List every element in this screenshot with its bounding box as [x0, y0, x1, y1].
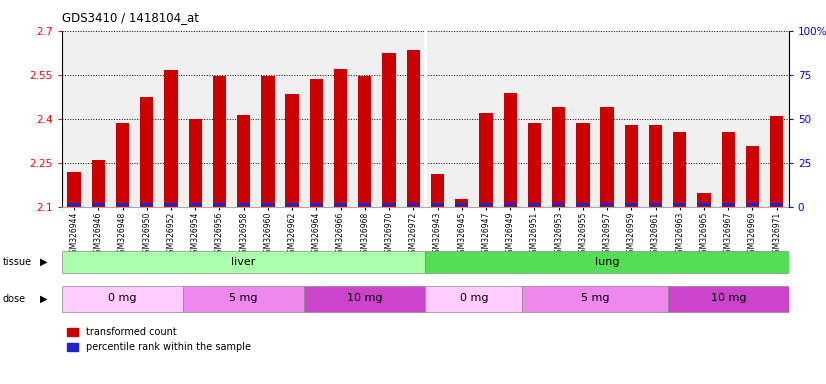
Bar [334, 203, 347, 206]
Bar [431, 203, 444, 206]
Bar [673, 132, 686, 207]
Text: 10 mg: 10 mg [710, 293, 746, 303]
Bar [722, 132, 735, 207]
Bar [624, 125, 638, 207]
Bar [68, 203, 81, 206]
Bar [746, 203, 759, 206]
Bar [552, 107, 565, 207]
Bar [237, 203, 250, 206]
Bar [601, 203, 614, 206]
Text: ▶: ▶ [40, 293, 47, 304]
Bar [431, 174, 444, 207]
Bar [286, 94, 299, 207]
Bar [213, 76, 226, 207]
Text: dose: dose [2, 293, 26, 304]
Bar [164, 203, 178, 206]
Bar [164, 71, 178, 207]
Bar [382, 53, 396, 207]
Bar [697, 193, 710, 207]
Legend: transformed count, percentile rank within the sample: transformed count, percentile rank withi… [67, 328, 251, 352]
Bar [455, 203, 468, 206]
Bar [304, 286, 425, 311]
Bar [770, 203, 783, 206]
Bar [746, 146, 759, 207]
Bar [406, 50, 420, 207]
Bar [310, 79, 323, 207]
Bar [425, 251, 789, 273]
Bar [649, 203, 662, 206]
Bar [310, 203, 323, 206]
Text: liver: liver [231, 257, 256, 266]
Bar [522, 286, 667, 311]
Bar [528, 124, 541, 207]
Text: 5 mg: 5 mg [581, 293, 610, 303]
Text: 5 mg: 5 mg [230, 293, 258, 303]
Bar [382, 203, 396, 206]
Bar [68, 172, 81, 207]
Bar [92, 203, 105, 206]
Bar [188, 203, 202, 206]
Bar [261, 203, 274, 206]
Bar [552, 203, 565, 206]
Bar [455, 199, 468, 207]
Bar [577, 203, 590, 206]
Text: 0 mg: 0 mg [108, 293, 137, 303]
Bar [504, 93, 517, 207]
Bar [770, 116, 783, 207]
Bar [479, 113, 492, 207]
Text: ▶: ▶ [40, 257, 47, 267]
Bar [261, 76, 274, 207]
Bar [528, 203, 541, 206]
Bar [183, 286, 304, 311]
Bar [213, 203, 226, 206]
Bar [286, 203, 299, 206]
Text: lung: lung [595, 257, 620, 266]
Bar [624, 203, 638, 206]
Bar [140, 97, 154, 207]
Bar [406, 203, 420, 206]
Text: 10 mg: 10 mg [347, 293, 382, 303]
Bar [358, 203, 372, 206]
Bar [649, 125, 662, 207]
Bar [722, 203, 735, 206]
Bar [479, 203, 492, 206]
Text: GDS3410 / 1418104_at: GDS3410 / 1418104_at [62, 11, 199, 24]
Bar [697, 203, 710, 206]
Bar [62, 251, 425, 273]
Text: 0 mg: 0 mg [459, 293, 488, 303]
Bar [62, 286, 183, 311]
Bar [358, 76, 372, 207]
Bar [425, 286, 522, 311]
Bar [116, 124, 129, 207]
Bar [92, 160, 105, 207]
Bar [237, 115, 250, 207]
Bar [140, 203, 154, 206]
Bar [188, 119, 202, 207]
Bar [673, 203, 686, 206]
Bar [577, 124, 590, 207]
Text: tissue: tissue [2, 257, 31, 267]
Bar [504, 203, 517, 206]
Bar [334, 69, 347, 207]
Bar [601, 107, 614, 207]
Bar [667, 286, 789, 311]
Bar [116, 203, 129, 206]
